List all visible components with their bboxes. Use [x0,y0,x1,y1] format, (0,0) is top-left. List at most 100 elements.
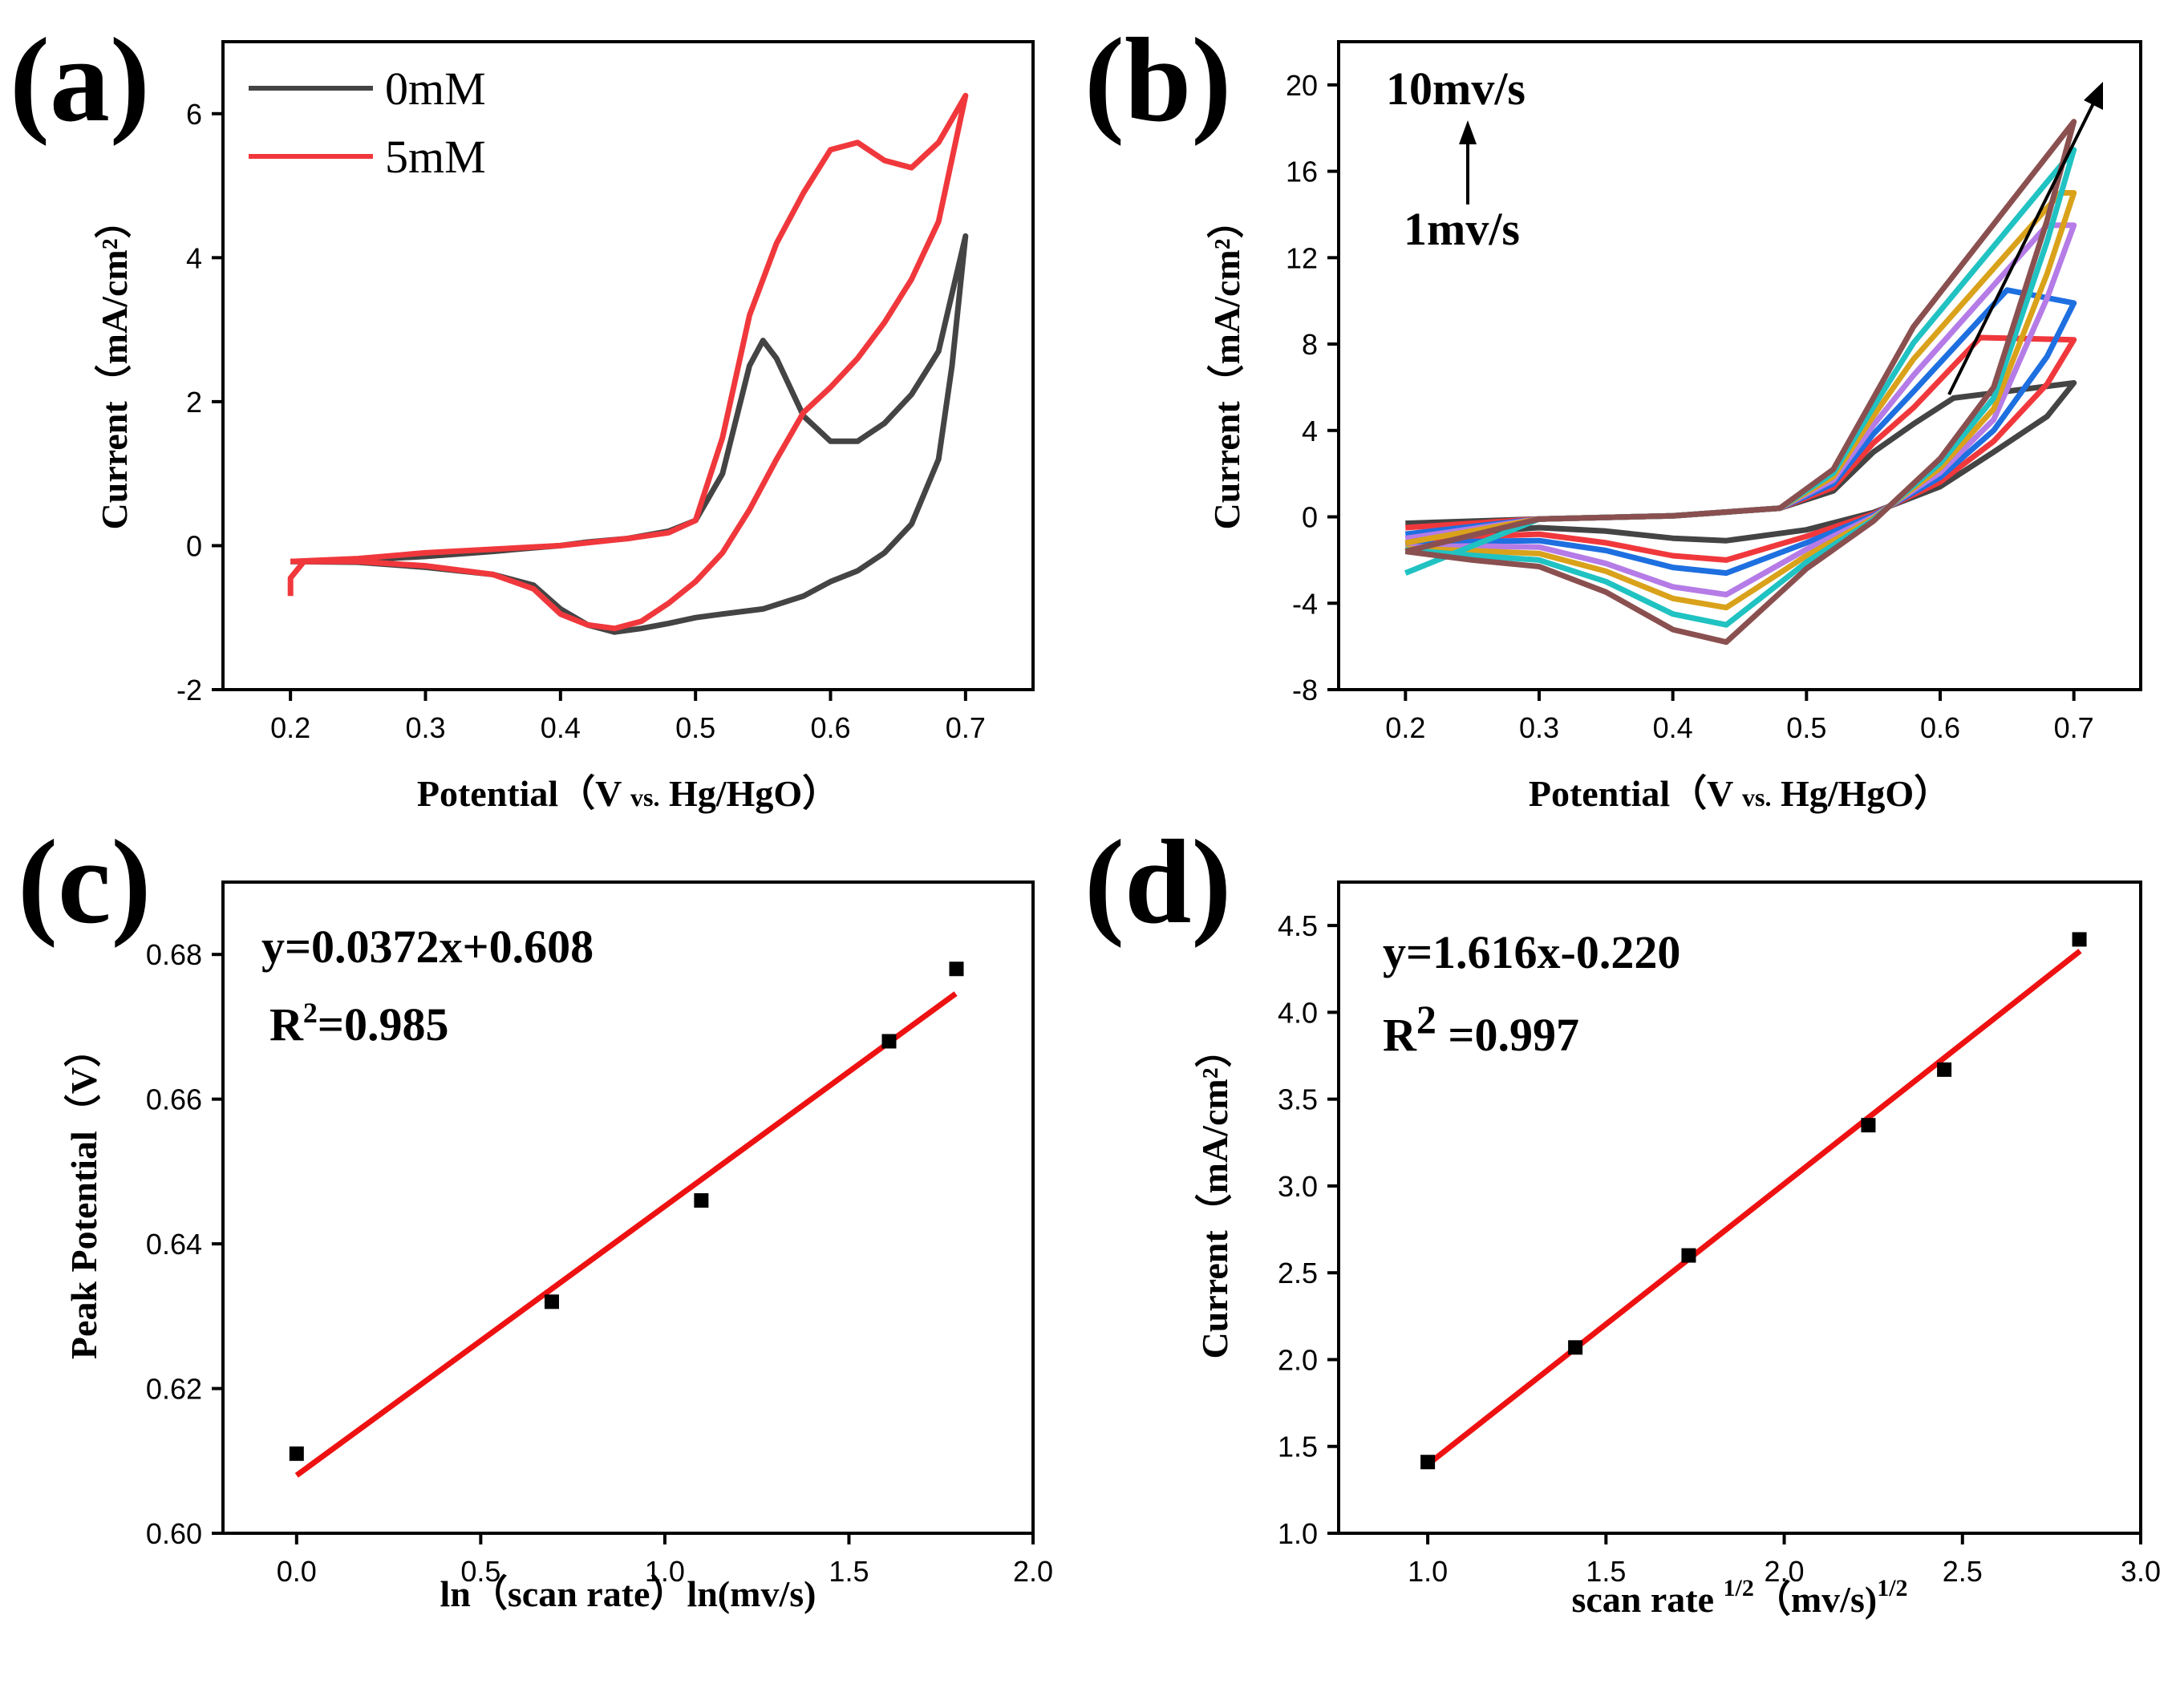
chart-b-ytick-label: 8 [1302,328,1318,361]
annotation-10mvs: 10mv/s [1386,63,1526,115]
chart-b-ytick-label: -4 [1292,587,1318,620]
chart-d-r2-sup: 2 [1416,997,1436,1042]
panel-letter-d: (d) [1084,816,1231,949]
data-point [949,961,964,977]
chart-a-ytick-label: 2 [186,386,202,419]
chart-b-xtick-label: 0.3 [1519,711,1559,744]
chart-a-xlabel: Potential（V vs. Hg/HgO） [417,773,839,814]
chart-c-r2: R2=0.985 [269,997,448,1050]
trend-arrow-head [2084,82,2103,110]
chart-c-xtick-label: 0.0 [277,1555,317,1588]
annotation-up-arrow-head [1459,120,1477,144]
chart-b-frame [1337,40,2142,691]
panel-letter-a: (a) [10,14,150,147]
chart-c-xlabel: ln（scan rate）ln(mv/s) [440,1573,816,1614]
chart-b-series [1404,119,2077,646]
chart-d-ytick-label: 3.0 [1278,1170,1318,1203]
chart-a-ylabel: Current（mA/cm²） [94,202,135,530]
chart-d-r2: R2 =0.997 [1383,997,1579,1061]
chart-d-ytick-label: 2.5 [1278,1257,1318,1289]
data-point [694,1192,709,1208]
chart-d-xtick-label: 2.5 [1943,1555,1983,1588]
fit-line [1425,949,2082,1467]
legend-label-0mM: 0mM [385,63,486,115]
chart-a-legend: 0mM 5mM [249,63,486,183]
chart-a-xtick-label: 0.2 [270,711,310,744]
panel-letter-b: (b) [1084,14,1231,147]
chart-d-xlabel-sup2: 1/2 [1877,1575,1907,1601]
legend-label-5mM: 5mM [385,131,486,183]
chart-a-xlabel-pre: Potential（V [417,773,630,814]
chart-d-xtick-label: 3.0 [2121,1555,2161,1588]
chart-a-frame [221,40,1035,691]
chart-b-xtick-label: 0.7 [2054,711,2094,744]
chart-b-xlabel: Potential（V vs. Hg/HgO） [1529,773,1951,814]
chart-d-xtick-label: 1.0 [1408,1555,1448,1588]
chart-c-r2-sup: 2 [303,997,318,1029]
data-point [1681,1248,1696,1263]
data-point [544,1294,559,1310]
chart-d-r2-prefix: R [1383,1009,1417,1061]
chart-a-xtick-label: 0.7 [946,711,986,744]
chart-b-xtick-label: 0.6 [1920,711,1960,744]
chart-d-ytick-label: 4.0 [1278,996,1318,1029]
chart-b-xlabel-pre: Potential（V [1529,773,1742,814]
chart-d-equation: y=1.616x-0.220 [1383,926,1680,978]
data-point [1568,1340,1583,1355]
chart-d-ytick-label: 1.5 [1278,1431,1318,1463]
chart-c-ytick-label: 0.60 [146,1517,202,1550]
chart-d-xlabel-mid: （mv/s) [1754,1579,1877,1620]
chart-c-xtick-label: 2.0 [1013,1555,1053,1588]
data-point [2072,932,2087,947]
chart-a-xtick-label: 0.5 [675,711,715,744]
chart-d-xtick-label: 1.5 [1586,1555,1626,1588]
chart-d-ticks: 1.0 1.5 2.0 2.5 3.0 1.0 1.5 2.0 2.5 3.0 3.5 4.0 4.5 [1278,909,2161,1588]
chart-c-ytick-label: 0.66 [146,1083,202,1116]
chart-a-ytick-label: 6 [186,98,202,131]
chart-d-ytick-label: 2.0 [1278,1343,1318,1376]
series-0mM [290,233,969,635]
chart-c-ytick-label: 0.62 [146,1373,202,1406]
data-point [1420,1455,1436,1470]
data-point [881,1034,897,1049]
chart-c-series [289,961,964,1478]
panel-letter-c: (c) [18,816,151,949]
chart-d-ytick-label: 4.5 [1278,909,1318,942]
chart-c-frame [221,880,1035,1535]
chart-b-ytick-label: 12 [1286,241,1318,274]
chart-a: 0.2 0.3 0.4 0.5 0.6 0.7 -2 0 2 4 6 0mM 5mM Potenti… [94,40,1035,814]
chart-c-ylabel: Peak Potential（V） [63,1030,104,1359]
chart-b-xtick-label: 0.4 [1653,711,1693,744]
chart-c-equation: y=0.0372x+0.608 [261,921,594,973]
chart-a-ticks: 0.2 0.3 0.4 0.5 0.6 0.7 -2 0 2 4 6 [176,98,986,744]
chart-b-ytick-label: 16 [1286,156,1318,188]
chart-a-xtick-label: 0.3 [405,711,445,744]
chart-d-xlabel: scan rate 1/2（mv/s)1/2 [1571,1575,1907,1620]
chart-d-ytick-label: 3.5 [1278,1083,1318,1116]
chart-b-xtick-label: 0.2 [1385,711,1425,744]
chart-d-xtick-label: 2.0 [1765,1555,1805,1588]
chart-c-r2-value: =0.985 [318,998,449,1050]
chart-c-r2-prefix: R [269,998,304,1050]
chart-c: 0.0 0.5 1.0 1.5 2.0 0.60 0.62 0.64 0.66 0.68 y=0.… [63,880,1053,1614]
cv-loop-7 [1404,119,2077,646]
chart-d-r2-value: =0.997 [1436,1009,1579,1061]
chart-d-ytick-label: 1.0 [1278,1517,1318,1550]
chart-b: 0.2 0.3 0.4 0.5 0.6 0.7 -8 -4 0 4 8 12 16 20 10mv/s 1… [1206,40,2142,814]
series-5mM [287,92,969,632]
chart-d-xlabel-pre: scan rate [1571,1579,1723,1620]
fit-line [294,991,958,1478]
data-point [289,1446,304,1461]
chart-c-xtick-label: 1.0 [645,1555,685,1588]
chart-c-xtick-label: 1.5 [829,1555,869,1588]
annotation-1mvs: 1mv/s [1404,203,1520,255]
chart-a-xlabel-vs: vs. [630,783,659,812]
chart-c-ytick-label: 0.68 [146,938,202,971]
chart-a-ytick-label: 0 [186,529,202,562]
chart-c-ticks: 0.0 0.5 1.0 1.5 2.0 0.60 0.62 0.64 0.66 0.68 [146,938,1053,1588]
chart-d-xlabel-sup: 1/2 [1724,1575,1754,1601]
chart-c-xtick-label: 0.5 [460,1555,500,1588]
chart-a-xtick-label: 0.6 [810,711,850,744]
chart-a-xtick-label: 0.4 [541,711,581,744]
